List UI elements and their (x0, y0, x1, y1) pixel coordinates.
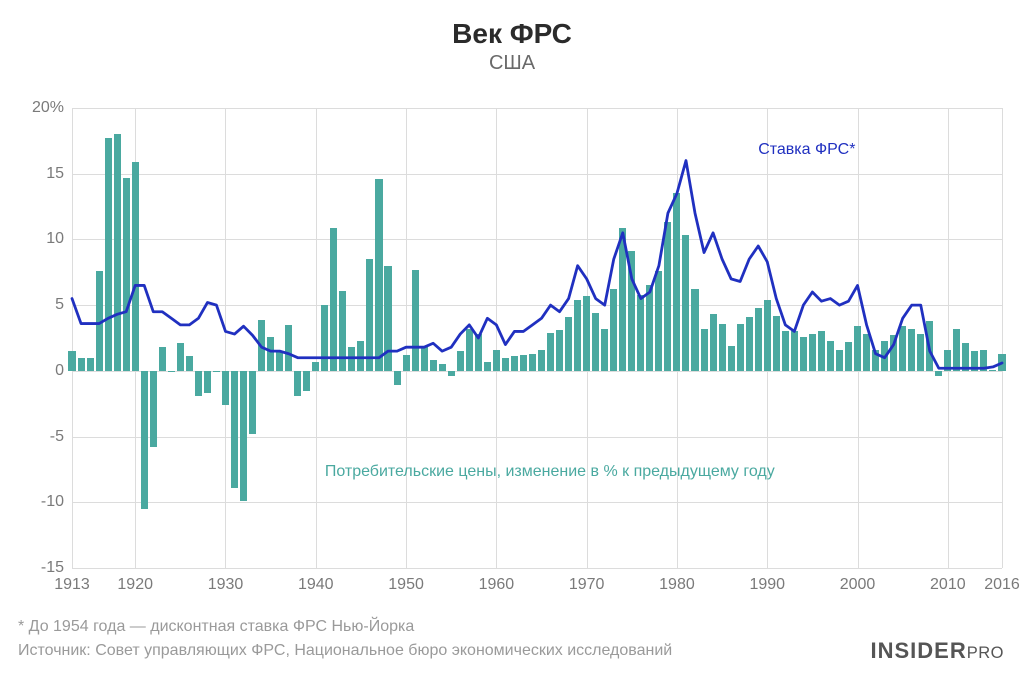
x-axis-label: 1930 (208, 576, 244, 594)
chart-subtitle: США (0, 52, 1024, 75)
x-axis-label: 1940 (298, 576, 334, 594)
x-axis-label: 1960 (479, 576, 515, 594)
x-axis-label: 1950 (388, 576, 424, 594)
grid-horizontal (72, 568, 1002, 569)
y-axis-label: 10 (46, 230, 64, 248)
y-axis-label: -5 (50, 428, 64, 446)
brand-logo: INSIDERPRO (870, 638, 1004, 664)
x-axis-label: 2010 (930, 576, 966, 594)
chart-title: Век ФРС (0, 18, 1024, 50)
x-axis-label: 2016 (984, 576, 1020, 594)
bar-series-label: Потребительские цены, изменение в % к пр… (325, 463, 775, 481)
y-axis-label: -15 (41, 559, 64, 577)
grid-vertical (1002, 108, 1003, 568)
y-axis-label: 15 (46, 165, 64, 183)
x-axis-label: 1970 (569, 576, 605, 594)
footnote: * До 1954 года — дисконтная ставка ФРС Н… (18, 618, 414, 636)
brand-main: INSIDER (870, 638, 966, 663)
x-axis-label: 1913 (54, 576, 90, 594)
y-axis-label: -10 (41, 493, 64, 511)
x-axis-label: 1920 (117, 576, 153, 594)
chart-container: { "title": { "text": "Век ФРС", "fontsiz… (0, 0, 1024, 684)
x-axis-label: 1990 (749, 576, 785, 594)
plot-area: -15-10-505101520%19131920193019401950196… (72, 108, 1002, 568)
x-axis-label: 1980 (659, 576, 695, 594)
source: Источник: Совет управляющих ФРС, Национа… (18, 642, 672, 660)
brand-sub: PRO (967, 644, 1004, 662)
rate-line (72, 108, 1002, 568)
line-series-label: Ставка ФРС* (758, 141, 855, 159)
y-axis-label: 5 (55, 296, 64, 314)
y-axis-label: 20% (32, 99, 64, 117)
x-axis-label: 2000 (840, 576, 876, 594)
y-axis-label: 0 (55, 362, 64, 380)
